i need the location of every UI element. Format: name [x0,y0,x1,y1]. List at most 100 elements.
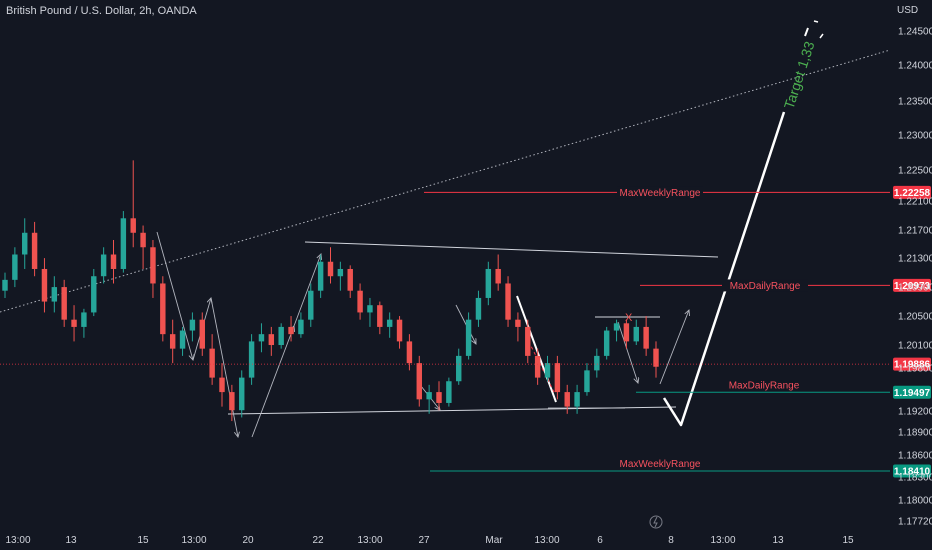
candle-body [239,377,245,411]
level-price-badge [893,185,931,199]
candle-body [613,323,620,331]
top-mark-right [819,33,824,39]
levels-layer: MaxWeeklyRange 1.22258 MaxDailyRange 1.2097… [0,185,931,478]
last-price-badge [893,357,931,371]
projection-arrow [293,254,321,327]
level-label: MaxDailyRange [730,281,801,292]
time-tick-label: 20 [242,535,254,546]
level-price-badge-text: 1.18410 [894,467,931,478]
candle-body [130,218,136,233]
time-tick-label: 13:00 [5,535,30,546]
dotted-trendline [0,49,891,313]
level-price-badge [893,385,931,399]
price-tick-label: 1.18900 [898,428,932,439]
candle-body [367,305,373,313]
candle-body [288,326,294,335]
time-tick-label: 6 [597,535,603,546]
time-tick-label: 13:00 [181,535,206,546]
time-tick-label: 13:00 [710,535,735,546]
candle-body [31,232,38,269]
level-label: MaxWeeklyRange [620,459,701,470]
candle-body [446,381,452,403]
candle-body [110,254,117,269]
projection-arrow [210,297,238,437]
price-tick-label: 1.19800 [898,364,932,375]
candle-body [2,279,8,291]
candle-body [525,326,531,356]
candle-body [643,326,649,349]
candle-body [594,355,600,371]
price-tick-label: 1.17720 [898,517,932,528]
top-mark-mid [813,20,819,23]
candle-body [199,319,205,349]
candle-body [574,392,580,407]
candle-body [258,334,265,342]
candle-body [298,319,304,335]
level-label-bg [722,279,808,292]
level-label: MaxWeeklyRange [620,188,701,199]
price-tick-label: 1.19200 [898,407,932,418]
price-tick-label: 1.21300 [898,254,932,265]
time-tick-label: 13 [65,535,77,546]
time-tick-label: 15 [137,535,149,546]
candle-body [268,334,275,346]
lightning-icon-glyph [653,516,658,528]
price-tick-label: 1.21700 [898,226,932,237]
candle-body [347,268,353,291]
level-price-badge [893,464,931,478]
candle-body [465,319,472,356]
currency-label: USD [897,5,919,16]
candle-body [623,323,630,342]
candle-body [416,363,422,400]
time-tick-label: 13 [772,535,784,546]
candle-body [41,268,48,302]
candle-body [357,290,363,313]
target-label: Target 1,33 [781,39,818,111]
price-tick-label: 1.22500 [898,166,932,177]
candle-body [100,254,107,277]
candle-body [475,297,482,320]
projection-arrow [251,326,294,438]
candle-body [61,287,67,320]
price-tick-label: 1.20500 [898,312,932,323]
candle-body [653,348,659,367]
candle-body [229,392,235,411]
level-price-badge [893,278,931,292]
candle-body [436,392,442,403]
projection-arrow [659,310,689,385]
time-tick-label: 15 [842,535,854,546]
price-tick-label: 1.20100 [898,341,932,352]
candle-body [209,348,215,378]
price-tick-label: 1.23000 [898,131,932,142]
candle-body [91,276,97,313]
candle-body [317,261,324,291]
candle-body [396,319,403,342]
top-mark-left [804,27,809,37]
candle-body [426,392,432,400]
time-tick-label: 27 [418,535,430,546]
cross-mark: X [625,312,633,324]
candle-body [12,254,18,280]
level-label-bg [617,186,703,199]
price-tick-label: 1.18000 [898,496,932,507]
candle-body [120,218,127,269]
level-label: MaxDailyRange [729,380,800,391]
candle-body [633,326,639,342]
level-price-badge-text: 1.20973 [894,281,931,292]
candle-body [406,341,413,364]
lightning-icon [649,515,663,529]
price-tick-label: 1.23500 [898,97,932,108]
candle-body [564,392,570,407]
candle-body [377,305,383,327]
projection-arrow [617,321,638,383]
price-tick-label: 1.18600 [898,451,932,462]
candle-body [327,261,334,277]
time-tick-label: 22 [312,535,324,546]
candle-body [189,319,196,331]
candle-body [140,232,146,248]
impulse-down-line [516,295,557,403]
candle-body [160,283,166,335]
level-price-badge-text: 1.22258 [894,188,931,199]
